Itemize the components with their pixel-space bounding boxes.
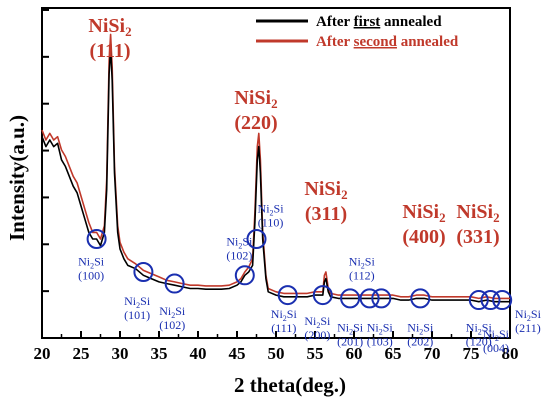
annotation-formula: Ni2Si: [304, 314, 331, 330]
x-tick-label: 70: [424, 344, 441, 363]
legend: After first annealed After second anneale…: [256, 14, 459, 50]
annotation-hkl: (102): [226, 249, 252, 263]
x-tick-label: 60: [346, 344, 363, 363]
annotation-circle: [410, 288, 431, 309]
x-tick-label: 35: [151, 344, 168, 363]
x-tick-label: 80: [502, 344, 519, 363]
legend-label: After first annealed: [316, 14, 442, 30]
annotation-circle: [246, 229, 267, 249]
x-axis-label: 2 theta(deg.): [234, 373, 346, 397]
x-tick-label: 40: [190, 344, 207, 363]
annotation-formula: Ni2Si: [78, 254, 105, 270]
x-tick-label: 75: [463, 344, 480, 363]
peak-label-hkl: (311): [305, 203, 347, 225]
annotation-formula: Ni2Si: [159, 304, 186, 320]
nisi2-peak-labels: NiSi2(111)NiSi2(220)NiSi2(311) NiSi2(400)…: [88, 15, 499, 248]
annotation-formula: Ni2Si: [483, 327, 510, 343]
annotation-circle: [359, 288, 380, 309]
annotation-formula: Ni2Si: [349, 254, 376, 270]
x-tick-label: 20: [34, 344, 51, 363]
x-tick-label: 25: [73, 344, 90, 363]
annotation-hkl: (120): [466, 334, 492, 348]
annotation-hkl: (004): [483, 341, 509, 355]
annotation-circle: [340, 288, 361, 309]
annotation-hkl: (201): [337, 334, 363, 348]
annotation-hkl: (111): [271, 321, 296, 335]
annotation-formula: Ni2Si: [124, 294, 151, 310]
peak-label-hkl: (400): [402, 226, 445, 248]
annotation-circle: [277, 285, 298, 306]
annotation-circle: [234, 265, 255, 286]
peak-label-formula: NiSi2: [456, 201, 499, 225]
x-axis-ticks: 20 25 30 35 40 45 50 55 60 65 70 75 80: [34, 331, 519, 363]
annotation-circle: [492, 290, 513, 311]
series-lines: [41, 33, 510, 303]
peak-label-formula: NiSi2: [402, 201, 445, 225]
peak-label-hkl: (111): [89, 40, 130, 62]
x-tick-label: 65: [385, 344, 402, 363]
annotation-hkl: (101): [124, 308, 150, 322]
ni2si-annotations: Ni2Si(100)Ni2Si(101) Ni2Si(102)Ni2Si(102)…: [78, 202, 541, 355]
annotation-formula: Ni2Si: [466, 320, 493, 336]
annotation-formula: Ni2Si: [515, 307, 542, 323]
peak-label-formula: NiSi2: [234, 87, 277, 111]
annotation-hkl: (211): [515, 321, 541, 335]
annotation-circle: [86, 229, 107, 249]
annotation-formula: Ni2Si: [337, 320, 364, 336]
annotation-hkl: (112): [349, 268, 375, 282]
annotation-circle: [371, 288, 392, 309]
annotation-circle: [133, 262, 154, 282]
annotation-hkl: (102): [159, 318, 185, 332]
annotation-hkl: (110): [258, 216, 284, 230]
series-line-1: [41, 46, 510, 303]
x-tick-label: 55: [307, 344, 324, 363]
legend-label: After second annealed: [316, 34, 459, 50]
annotation-hkl: (103): [367, 334, 393, 348]
annotation-circle: [480, 290, 501, 311]
peak-label-hkl: (331): [456, 226, 499, 248]
annotation-hkl: (100): [78, 268, 104, 282]
x-tick-label: 30: [112, 344, 129, 363]
y-axis-label: Intensity(a.u.): [5, 115, 29, 241]
peak-label-formula: NiSi2: [88, 15, 131, 39]
annotation-circle: [164, 273, 185, 294]
x-tick-label: 45: [229, 344, 246, 363]
peak-label-formula: NiSi2: [304, 178, 347, 202]
annotation-formula: Ni2Si: [258, 202, 285, 218]
annotation-formula: Ni2Si: [407, 320, 434, 336]
annotation-circle: [468, 290, 489, 311]
y-axis-ticks: [42, 8, 49, 339]
annotation-hkl: (202): [407, 334, 433, 348]
annotation-formula: Ni2Si: [367, 320, 394, 336]
annotation-hkl: (200): [304, 328, 330, 342]
x-tick-label: 50: [268, 344, 285, 363]
peak-label-hkl: (220): [234, 112, 277, 134]
annotation-formula: Ni2Si: [271, 307, 298, 323]
annotation-circle: [312, 285, 333, 306]
